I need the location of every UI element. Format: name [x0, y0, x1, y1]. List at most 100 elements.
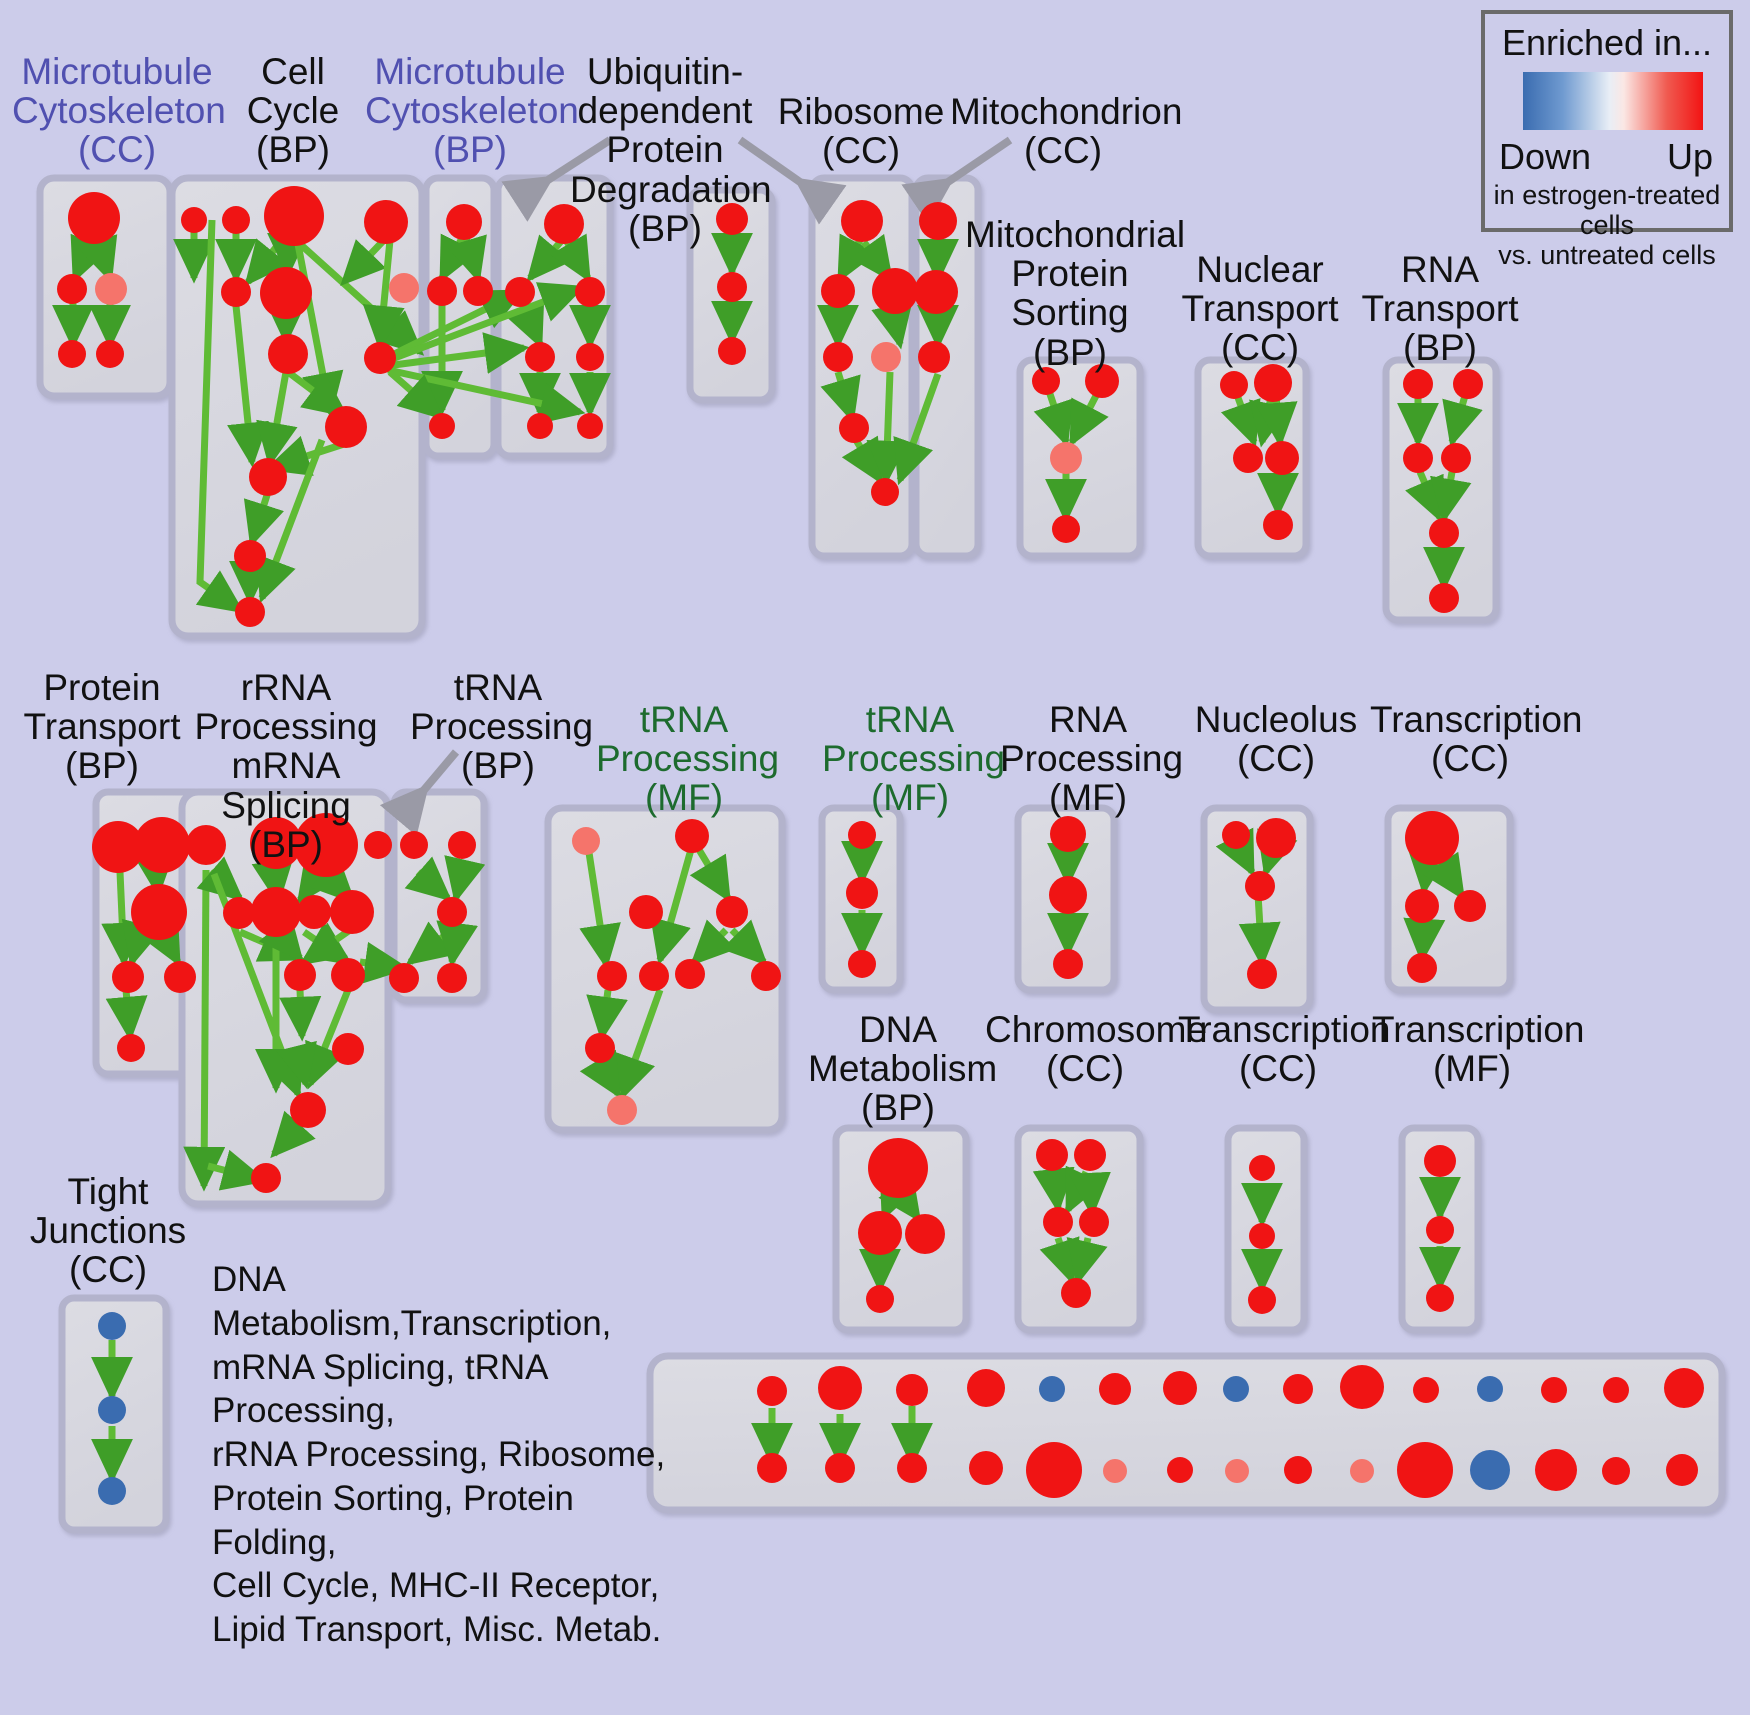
- node: [1248, 1286, 1276, 1314]
- label-cell-cycle-bp: Cell Cycle (BP): [246, 51, 340, 171]
- node: [1103, 1459, 1127, 1483]
- node: [1283, 1374, 1313, 1404]
- node: [914, 270, 958, 314]
- node: [58, 340, 86, 368]
- node: [1441, 443, 1471, 473]
- label-transcription-cc-top: Transcription (CC): [1370, 699, 1583, 780]
- node: [918, 341, 950, 373]
- node: [1350, 1459, 1374, 1483]
- node: [437, 963, 467, 993]
- node: [164, 961, 196, 993]
- node: [1049, 876, 1087, 914]
- node: [751, 961, 781, 991]
- node: [1603, 1377, 1629, 1403]
- panel-trna-mf-2: [818, 804, 904, 994]
- panel-nuclear-transport: [1194, 356, 1310, 560]
- node: [284, 959, 316, 991]
- node: [98, 1312, 126, 1340]
- node: [868, 1138, 928, 1198]
- label-tight-junctions-cc: Tight Junctions (CC): [29, 1171, 187, 1291]
- legend-up-label: Up: [1666, 136, 1713, 177]
- node: [825, 1453, 855, 1483]
- label-ribosome-cc: Ribosome (CC): [777, 91, 945, 172]
- label-rna-transport-bp: RNA Transport (BP): [1361, 249, 1519, 369]
- label-mitochondrion-cc: Mitochondrion (CC): [950, 91, 1183, 172]
- panel-transcription-cc-top: [1384, 804, 1514, 994]
- node: [297, 895, 331, 929]
- node: [1403, 369, 1433, 399]
- node: [629, 895, 663, 929]
- panel-chromosome: [1014, 1124, 1144, 1334]
- node: [718, 337, 746, 365]
- node: [1233, 443, 1263, 473]
- node: [1052, 515, 1080, 543]
- node: [1167, 1457, 1193, 1483]
- label-rrna-processing-mrna-splicing-bp: rRNA Processing mRNA Splicing (BP): [194, 667, 378, 865]
- panel-tight-junctions: [58, 1294, 170, 1534]
- label-dna-metabolism-bp: DNA Metabolism (BP): [808, 1009, 998, 1129]
- legend-color-bar: [1523, 72, 1703, 130]
- node: [181, 207, 207, 233]
- node: [848, 950, 876, 978]
- node: [235, 597, 265, 627]
- misc-category-list: DNA Metabolism,Transcription, mRNA Splic…: [212, 1260, 666, 1649]
- node: [866, 1285, 894, 1313]
- node: [1477, 1376, 1503, 1402]
- node: [364, 200, 408, 244]
- panel-ribosome: [808, 174, 916, 560]
- node: [871, 478, 899, 506]
- node: [249, 458, 287, 496]
- node: [264, 186, 324, 246]
- node: [1099, 1373, 1131, 1405]
- legend-down-label: Down: [1499, 136, 1592, 177]
- label-trna-processing-bp: tRNA Processing (BP): [410, 667, 594, 787]
- node: [1039, 1376, 1065, 1402]
- label-nuclear-transport-cc: Nuclear Transport (CC): [1181, 249, 1339, 369]
- node: [68, 192, 120, 244]
- node: [597, 961, 627, 991]
- node: [1429, 518, 1459, 548]
- label-ubiquitin-dependent-protein-degradation-bp: Ubiquitin- dependent Protein Degradation…: [570, 51, 772, 249]
- node: [818, 1366, 862, 1410]
- legend-panel: Enriched in... Down Up in estrogen-treat…: [1481, 10, 1733, 270]
- node: [675, 819, 709, 853]
- panel-transcription-mf: [1398, 1124, 1482, 1334]
- node: [446, 204, 482, 240]
- node: [1405, 811, 1459, 865]
- node: [463, 276, 493, 306]
- node: [871, 342, 901, 372]
- node: [92, 821, 144, 873]
- node: [332, 1033, 364, 1065]
- node: [1247, 959, 1277, 989]
- node: [527, 413, 553, 439]
- node: [585, 1033, 615, 1063]
- node: [223, 897, 255, 929]
- node: [1470, 1450, 1510, 1490]
- node: [1407, 953, 1437, 983]
- node: [1263, 510, 1293, 540]
- label-trna-processing-mf-2: tRNA Processing (MF): [822, 699, 1006, 819]
- node: [841, 200, 883, 242]
- node: [429, 413, 455, 439]
- node: [848, 821, 876, 849]
- node: [389, 963, 419, 993]
- node: [131, 884, 187, 940]
- node: [427, 276, 457, 306]
- node: [717, 272, 747, 302]
- node: [221, 277, 251, 307]
- panel-transcription-cc-bot: [1224, 1124, 1308, 1334]
- node: [823, 342, 853, 372]
- node: [1426, 1284, 1454, 1312]
- node: [1454, 890, 1486, 922]
- node: [716, 896, 748, 928]
- node: [607, 1095, 637, 1125]
- node: [905, 1214, 945, 1254]
- node: [222, 206, 250, 234]
- node: [1222, 821, 1250, 849]
- node: [1249, 1155, 1275, 1181]
- node: [846, 877, 878, 909]
- node: [969, 1451, 1003, 1485]
- node: [1340, 1365, 1384, 1409]
- node: [858, 1211, 902, 1255]
- node: [331, 958, 365, 992]
